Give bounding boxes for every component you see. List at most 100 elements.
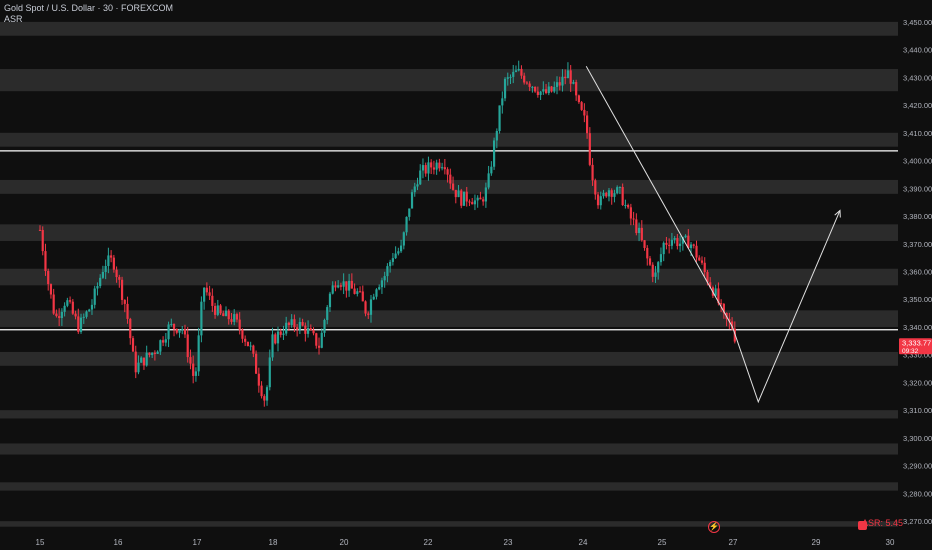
candle-body xyxy=(585,115,589,134)
candle-body xyxy=(358,291,362,293)
x-tick-label: 15 xyxy=(36,538,45,547)
y-tick-label: 3,410.00 xyxy=(903,129,932,138)
x-tick-label: 18 xyxy=(269,538,278,547)
x-tick-label: 24 xyxy=(579,538,588,547)
candle-body xyxy=(353,288,356,294)
y-tick-label: 3,370.00 xyxy=(903,240,932,249)
candle-body xyxy=(219,305,222,314)
candle-body xyxy=(104,265,107,272)
candle-body xyxy=(257,373,260,386)
x-tick-label: 20 xyxy=(340,538,349,547)
time-axis: 15 16 17 18 20 22 23 24 25 27 29 30 xyxy=(0,535,932,550)
time-axis-bg xyxy=(0,535,932,550)
candle-body xyxy=(320,332,323,348)
candle-body xyxy=(591,164,594,181)
candlestick-series xyxy=(38,60,736,407)
candle-body xyxy=(356,291,359,294)
candle-body xyxy=(665,242,668,245)
candle-body xyxy=(558,82,561,86)
candle-body xyxy=(484,187,487,202)
candle-body xyxy=(298,321,301,330)
candle-body xyxy=(326,307,329,320)
candle-body xyxy=(93,288,96,305)
candle-body xyxy=(432,167,436,170)
candle-body xyxy=(503,78,507,99)
candle-body xyxy=(476,197,479,201)
candle-body xyxy=(118,277,121,280)
candle-body xyxy=(657,262,660,273)
candle-body xyxy=(200,301,203,336)
lightning-icon[interactable]: ⚡ xyxy=(708,521,720,533)
candle-body xyxy=(681,237,684,244)
candle-body xyxy=(337,285,340,288)
candle-body xyxy=(468,201,471,203)
candle-body xyxy=(471,202,474,205)
price-axis-bg xyxy=(898,0,932,550)
candle-body xyxy=(706,272,709,283)
price-zone xyxy=(0,351,898,366)
price-zone xyxy=(0,410,898,419)
candle-body xyxy=(446,169,449,175)
price-zone xyxy=(0,224,898,241)
candle-body xyxy=(213,305,217,315)
asr-flag-icon[interactable] xyxy=(858,521,867,530)
candle-body xyxy=(101,271,105,278)
candle-body xyxy=(700,260,704,263)
candle-body xyxy=(722,303,725,313)
candle-body xyxy=(63,305,66,312)
candle-body xyxy=(90,304,94,310)
x-tick-label: 16 xyxy=(114,538,123,547)
candle-body xyxy=(547,86,550,94)
candle-body xyxy=(129,318,132,339)
candle-body xyxy=(512,71,515,77)
candle-body xyxy=(142,357,146,366)
last-price-value: 3,333.77 xyxy=(902,338,931,347)
candle-body xyxy=(520,68,523,76)
candle-body xyxy=(183,329,187,335)
x-tick-label: 23 xyxy=(504,538,513,547)
candle-body xyxy=(315,333,318,346)
candle-body xyxy=(613,193,616,197)
candle-body xyxy=(673,238,676,240)
chart-title: Gold Spot / U.S. Dollar · 30 · FOREXCOM xyxy=(4,3,174,13)
candle-body xyxy=(224,310,228,317)
candle-body xyxy=(47,271,50,285)
candle-body xyxy=(186,334,189,358)
candle-body xyxy=(670,239,673,246)
candle-body xyxy=(79,317,83,332)
candle-body xyxy=(421,165,425,171)
candle-body xyxy=(454,189,457,198)
candle-body xyxy=(462,191,466,206)
candle-body xyxy=(170,323,173,325)
candle-body xyxy=(287,322,291,325)
y-tick-label: 3,330.00 xyxy=(903,351,932,360)
candle-body xyxy=(479,197,482,200)
drawings xyxy=(585,66,841,404)
bar-countdown: 09:32 xyxy=(902,348,919,355)
candle-body xyxy=(151,352,154,356)
candle-body xyxy=(334,285,337,288)
candle-body xyxy=(211,295,214,306)
candle-body xyxy=(268,357,271,388)
candle-body xyxy=(260,385,263,397)
x-tick-label: 22 xyxy=(424,538,433,547)
candle-body xyxy=(525,82,529,84)
candle-body xyxy=(550,86,553,92)
candle-body xyxy=(443,167,446,170)
candle-body xyxy=(255,353,258,374)
candle-body xyxy=(692,244,695,246)
price-axis: 3,270.00 3,280.00 3,290.00 3,300.00 3,310.00… xyxy=(898,0,932,550)
candle-body xyxy=(651,264,654,277)
candle-body xyxy=(301,321,304,326)
candle-body xyxy=(449,174,452,184)
candle-body xyxy=(523,75,526,83)
candle-body xyxy=(457,190,460,198)
candle-body xyxy=(274,334,277,344)
candle-body xyxy=(49,284,53,295)
candle-body xyxy=(577,95,580,103)
y-tick-label: 3,310.00 xyxy=(903,406,932,415)
candle-body xyxy=(730,321,734,329)
candle-body xyxy=(687,235,690,249)
